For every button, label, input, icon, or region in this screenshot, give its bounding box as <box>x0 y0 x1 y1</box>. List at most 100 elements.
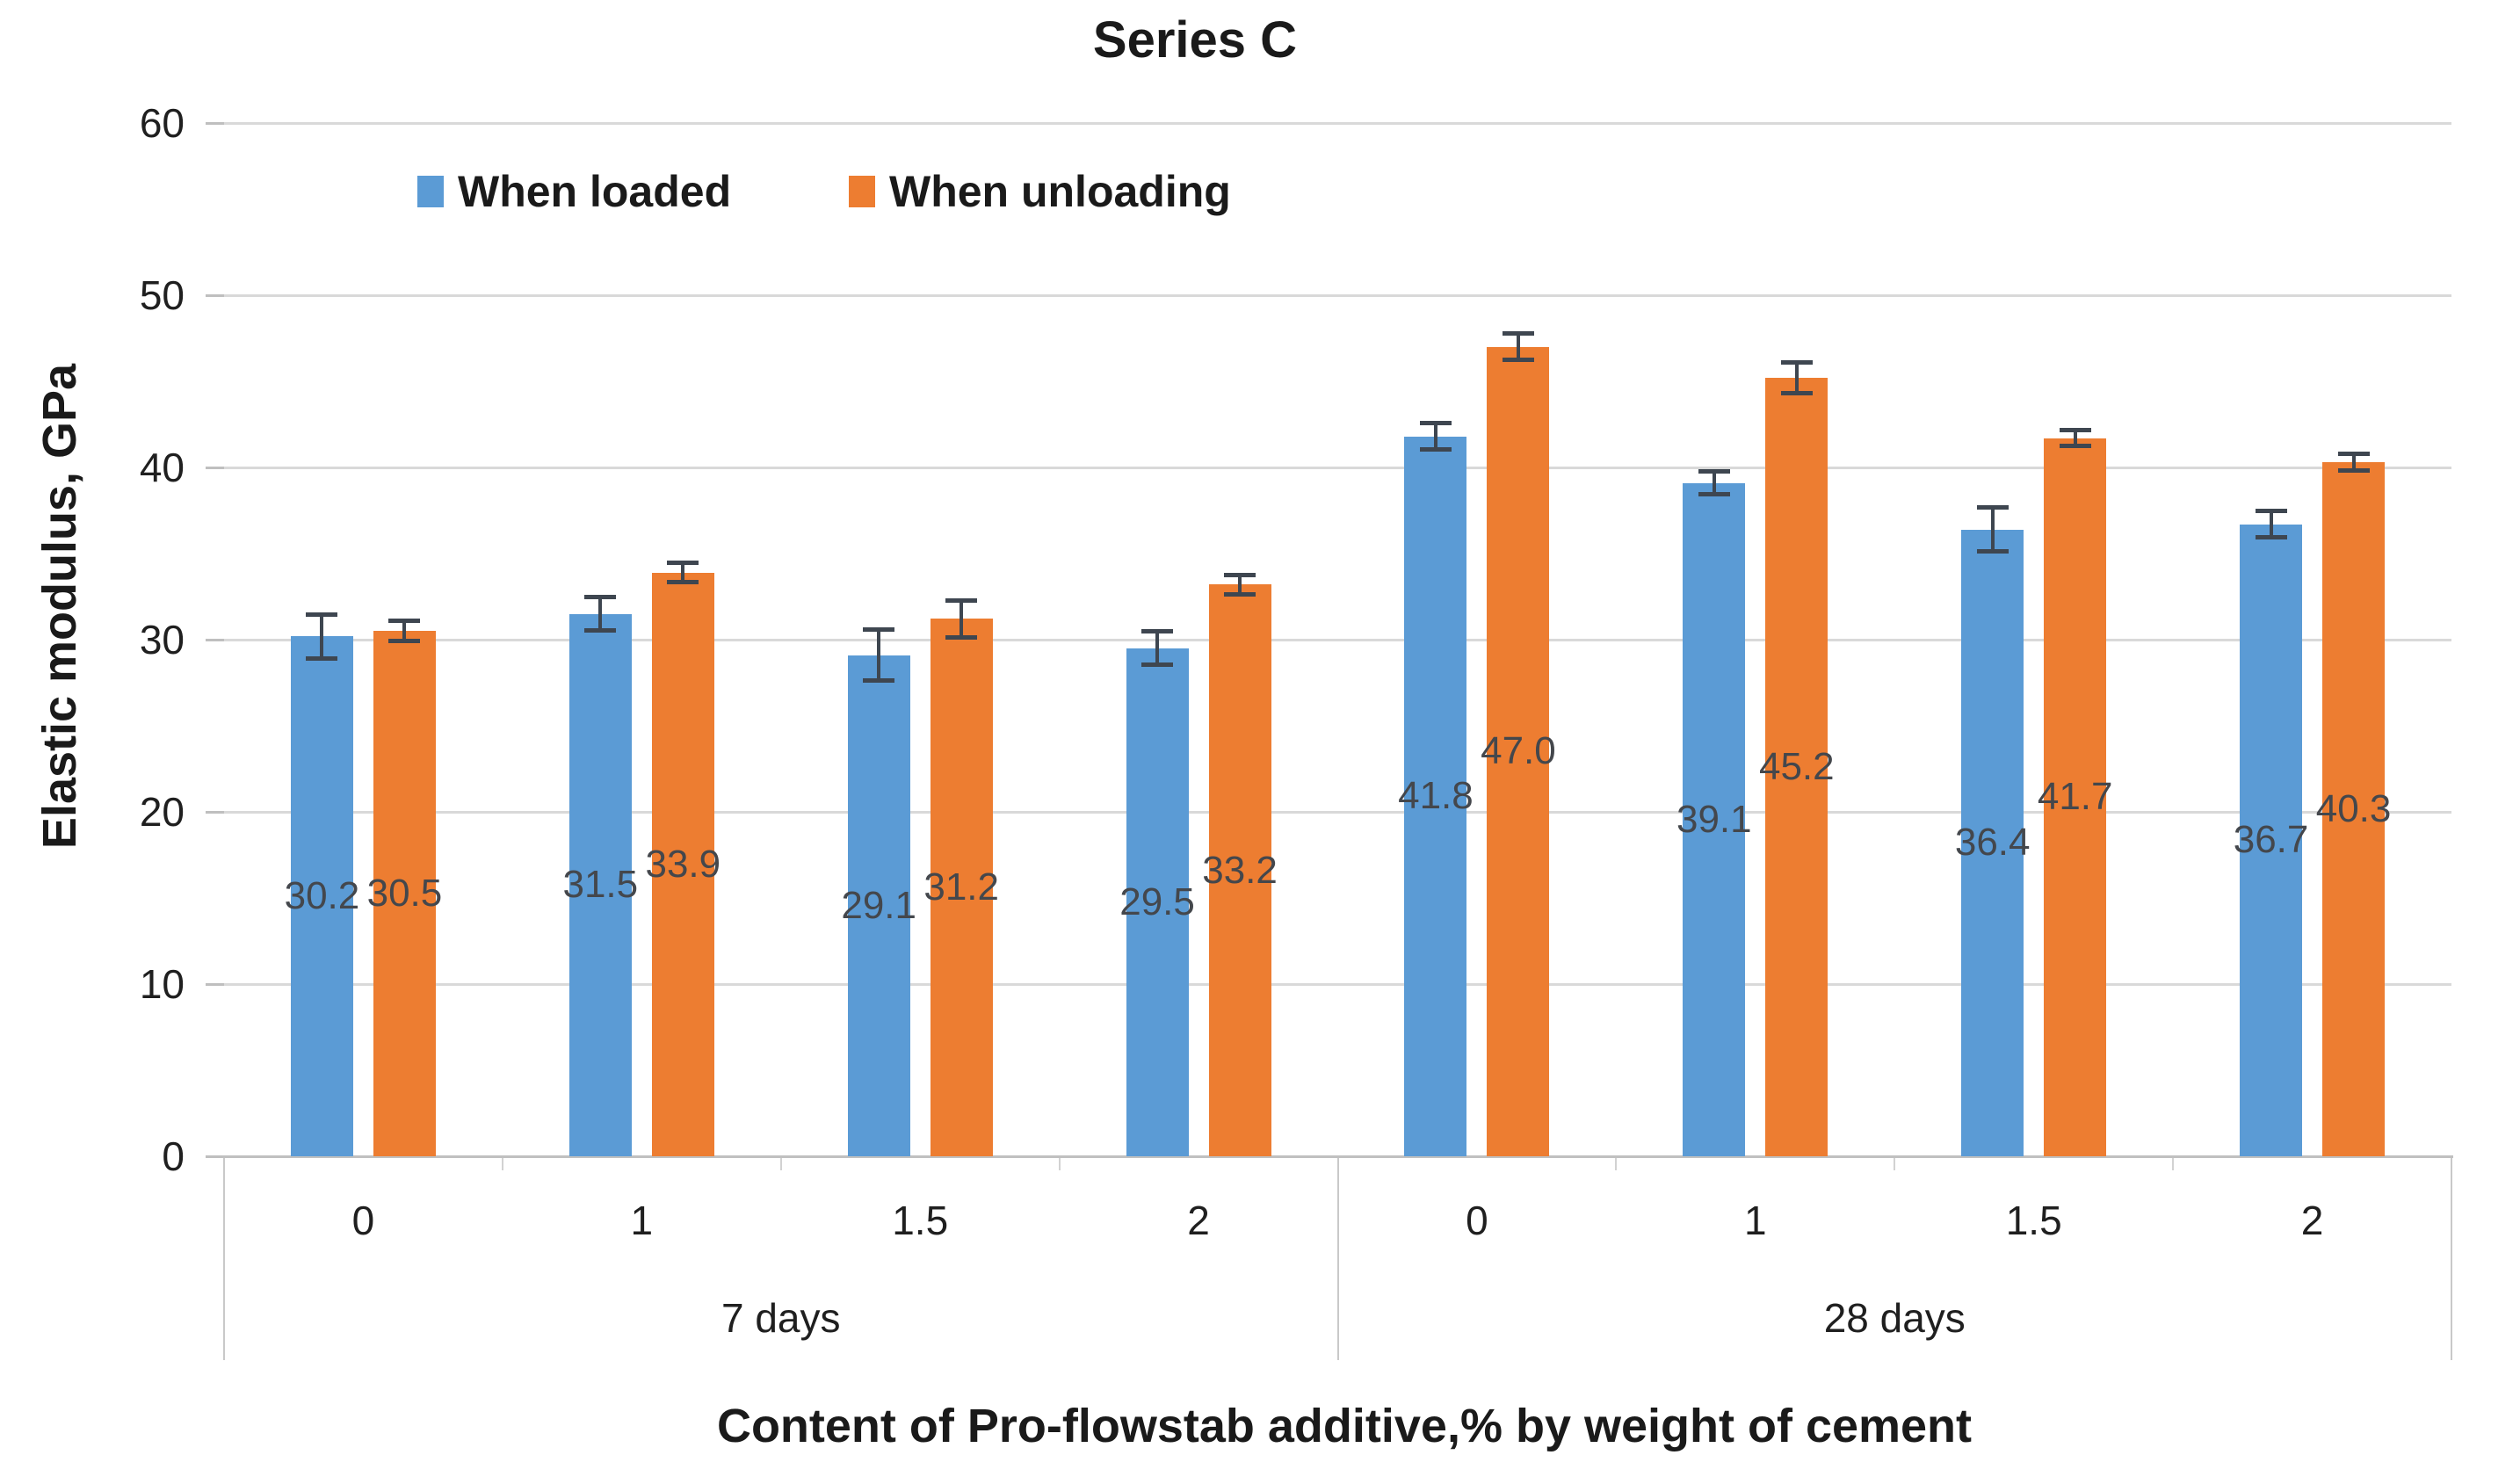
legend-label-when-loaded: When loaded <box>458 167 732 216</box>
x-tick-label-2: 1.5 <box>892 1198 949 1243</box>
gridline-10 <box>224 983 2451 986</box>
bar-when-unloading-2 <box>930 619 993 1156</box>
bar-when-loaded-2 <box>847 655 910 1156</box>
error-bar-0-0 <box>320 613 324 659</box>
error-cap-bottom-1-3 <box>1224 592 1256 597</box>
y-tick-label-20: 20 <box>139 789 185 835</box>
x-tick-label-0: 0 <box>351 1198 375 1243</box>
x-tick-label-7: 2 <box>2300 1198 2324 1243</box>
bar-when-loaded-6 <box>1961 529 2024 1156</box>
error-bar-1-1 <box>681 561 685 583</box>
data-label-1-4: 47.0 <box>1481 729 1556 773</box>
y-tick-label-50: 50 <box>139 272 185 318</box>
error-bar-1-3 <box>1238 574 1242 596</box>
error-cap-bottom-0-2 <box>863 678 895 684</box>
error-bar-1-4 <box>1516 333 1520 361</box>
data-label-1-5: 45.2 <box>1758 745 1835 789</box>
error-cap-bottom-0-1 <box>584 628 617 633</box>
error-cap-top-0-6 <box>1976 505 2009 510</box>
x-tick-label-1: 1 <box>630 1198 654 1243</box>
data-label-0-5: 39.1 <box>1676 797 1752 841</box>
bar-when-loaded-5 <box>1683 482 1746 1156</box>
y-axis-tick-40 <box>206 467 224 469</box>
bar-when-unloading-4 <box>1487 346 1550 1156</box>
error-cap-top-1-6 <box>2059 427 2091 432</box>
category-boundary-tick-1 <box>501 1158 503 1170</box>
error-bar-1-2 <box>959 599 964 639</box>
error-bar-1-7 <box>2351 453 2356 471</box>
data-label-0-2: 29.1 <box>841 883 916 927</box>
data-label-0-1: 31.5 <box>562 863 639 907</box>
error-cap-top-1-2 <box>945 597 978 603</box>
error-cap-bottom-0-7 <box>2255 535 2287 540</box>
legend: When loaded When unloading <box>0 167 2520 216</box>
bar-when-loaded-7 <box>2240 524 2303 1156</box>
legend-swatch-when-loaded <box>417 176 444 207</box>
y-tick-label-40: 40 <box>139 445 185 490</box>
error-bar-0-6 <box>1990 507 1995 553</box>
error-cap-top-1-7 <box>2337 452 2370 457</box>
y-axis-tick-60 <box>206 122 224 125</box>
category-boundary-tick-5 <box>1615 1158 1618 1170</box>
bar-when-unloading-3 <box>1208 584 1271 1156</box>
y-axis-tick-10 <box>206 983 224 986</box>
error-cap-top-0-4 <box>1419 421 1452 426</box>
bar-when-unloading-5 <box>1765 378 1828 1156</box>
gridline-30 <box>224 639 2451 641</box>
bar-when-unloading-0 <box>373 631 436 1156</box>
error-bar-1-0 <box>402 620 407 641</box>
error-cap-bottom-0-4 <box>1419 447 1452 452</box>
error-cap-top-0-2 <box>863 627 895 633</box>
error-cap-top-0-5 <box>1698 468 1730 474</box>
error-cap-bottom-1-0 <box>388 638 421 643</box>
error-bar-1-6 <box>2073 429 2077 447</box>
legend-label-when-unloading: When unloading <box>889 167 1231 216</box>
y-tick-label-60: 60 <box>139 100 185 146</box>
error-cap-top-0-1 <box>584 595 617 599</box>
group-divider-0 <box>223 1158 225 1360</box>
y-axis-tick-50 <box>206 294 224 297</box>
bar-when-loaded-4 <box>1404 436 1467 1156</box>
data-label-1-1: 33.9 <box>645 842 721 886</box>
legend-swatch-when-unloading <box>849 176 875 207</box>
gridline-40 <box>224 467 2451 469</box>
group-label-28-days: 28 days <box>1823 1295 1966 1341</box>
error-cap-bottom-0-3 <box>1141 662 1174 668</box>
legend-item-when-unloading: When unloading <box>849 167 1231 216</box>
error-cap-top-0-7 <box>2255 509 2287 513</box>
legend-item-when-loaded: When loaded <box>417 167 732 216</box>
y-tick-label-10: 10 <box>139 961 185 1007</box>
bar-when-loaded-0 <box>290 636 353 1156</box>
bar-when-loaded-3 <box>1126 648 1189 1156</box>
data-label-0-7: 36.7 <box>2233 818 2309 862</box>
data-label-1-0: 30.5 <box>366 872 443 916</box>
data-label-0-3: 29.5 <box>1119 880 1195 923</box>
error-cap-top-1-0 <box>388 619 421 624</box>
error-bar-0-5 <box>1712 470 1716 496</box>
error-cap-top-1-5 <box>1780 360 1813 366</box>
error-bar-0-7 <box>2269 510 2273 539</box>
gridline-50 <box>224 294 2451 297</box>
x-axis-title: Content of Pro-flowstab additive,% by we… <box>716 1400 1973 1452</box>
error-cap-top-1-4 <box>1502 331 1534 337</box>
y-axis-tick-20 <box>206 811 224 814</box>
error-bar-0-1 <box>598 597 603 632</box>
error-cap-top-1-1 <box>667 560 699 565</box>
data-label-0-6: 36.4 <box>1954 821 2031 865</box>
data-label-0-4: 41.8 <box>1398 774 1474 818</box>
error-cap-top-0-0 <box>306 612 338 617</box>
group-divider-8 <box>2451 1158 2452 1360</box>
data-label-1-7: 40.3 <box>2315 787 2392 831</box>
category-boundary-tick-2 <box>779 1158 782 1170</box>
gridline-20 <box>224 811 2451 814</box>
category-boundary-tick-6 <box>1894 1158 1896 1170</box>
y-axis-tick-0 <box>206 1155 224 1158</box>
bar-when-unloading-1 <box>651 572 714 1156</box>
x-tick-label-5: 1 <box>1744 1198 1767 1243</box>
x-tick-label-4: 0 <box>1466 1198 1488 1243</box>
x-axis-line <box>222 1155 2453 1158</box>
error-cap-top-1-3 <box>1224 572 1256 577</box>
error-cap-bottom-0-0 <box>306 655 338 661</box>
